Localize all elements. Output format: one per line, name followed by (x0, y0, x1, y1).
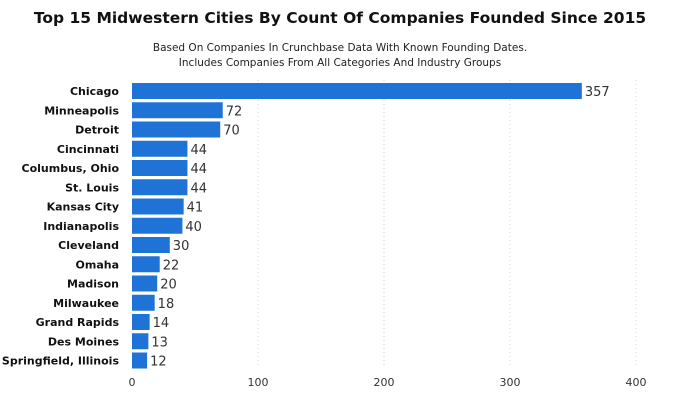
bar-madison (132, 275, 158, 292)
value-label-columbus-ohio: 44 (190, 162, 207, 177)
category-label-cleveland: Cleveland (58, 239, 119, 252)
value-label-des-moines: 13 (151, 335, 168, 350)
value-label-kansas-city: 41 (187, 201, 204, 216)
category-label-indianapolis: Indianapolis (43, 220, 119, 233)
x-tick-label-200: 200 (374, 376, 395, 389)
value-label-minneapolis: 72 (226, 104, 243, 119)
category-label-springfield-illinois: Springfield, Illinois (2, 355, 120, 368)
bar-minneapolis (132, 102, 223, 119)
x-axis-ticks: 0 100 200 300 400 (129, 376, 647, 389)
category-label-des-moines: Des Moines (48, 335, 120, 348)
bar-cleveland (132, 237, 170, 253)
category-label-cincinnati: Cincinnati (57, 143, 119, 156)
x-tick-label-0: 0 (129, 376, 136, 389)
value-labels: 357 72 70 44 44 44 41 40 30 22 20 18 14 13 12 (150, 85, 610, 370)
value-label-st-louis: 44 (190, 181, 207, 196)
value-label-springfield-illinois: 12 (150, 355, 167, 370)
value-label-detroit: 70 (223, 124, 240, 139)
bars (132, 83, 582, 369)
category-label-madison: Madison (67, 278, 119, 291)
bar-milwaukee (132, 294, 155, 311)
category-labels: Chicago Minneapolis Detroit Cincinnati Colum… (2, 85, 120, 368)
bar-des-moines (132, 333, 149, 350)
x-tick-label-100: 100 (248, 376, 269, 389)
category-label-grand-rapids: Grand Rapids (36, 316, 120, 329)
bar-st-louis (132, 179, 188, 196)
bar-columbus-ohio (132, 160, 188, 176)
bar-kansas-city (132, 198, 184, 215)
category-label-detroit: Detroit (75, 124, 119, 137)
category-label-kansas-city: Kansas City (47, 201, 119, 214)
bar-chicago (132, 83, 582, 99)
value-label-madison: 20 (160, 278, 177, 293)
category-label-chicago: Chicago (70, 85, 119, 98)
chart-subtitle-line-2: Includes Companies From All Categories A… (179, 57, 501, 69)
value-label-milwaukee: 18 (158, 297, 175, 312)
gridlines (257, 80, 637, 368)
category-label-milwaukee: Milwaukee (53, 297, 119, 310)
chart-title: Top 15 Midwestern Cities By Count Of Com… (34, 9, 646, 27)
bar-cincinnati (132, 140, 188, 157)
value-label-omaha: 22 (163, 258, 180, 273)
category-label-columbus-ohio: Columbus, Ohio (22, 162, 120, 175)
value-label-indianapolis: 40 (185, 220, 202, 235)
category-label-minneapolis: Minneapolis (44, 104, 119, 117)
value-label-cincinnati: 44 (190, 143, 207, 158)
bar-indianapolis (132, 217, 183, 234)
value-label-grand-rapids: 14 (153, 316, 170, 331)
bar-grand-rapids (132, 314, 150, 330)
category-label-st-louis: St. Louis (65, 181, 119, 194)
category-label-omaha: Omaha (76, 258, 120, 271)
x-tick-label-400: 400 (626, 376, 647, 389)
value-label-cleveland: 30 (173, 239, 190, 254)
value-label-chicago: 357 (585, 85, 610, 100)
bar-springfield-illinois (132, 352, 148, 369)
x-tick-label-300: 300 (500, 376, 521, 389)
bar-detroit (132, 121, 221, 138)
bar-omaha (132, 256, 160, 273)
chart-subtitle-line-1: Based On Companies In Crunchbase Data Wi… (153, 42, 527, 54)
